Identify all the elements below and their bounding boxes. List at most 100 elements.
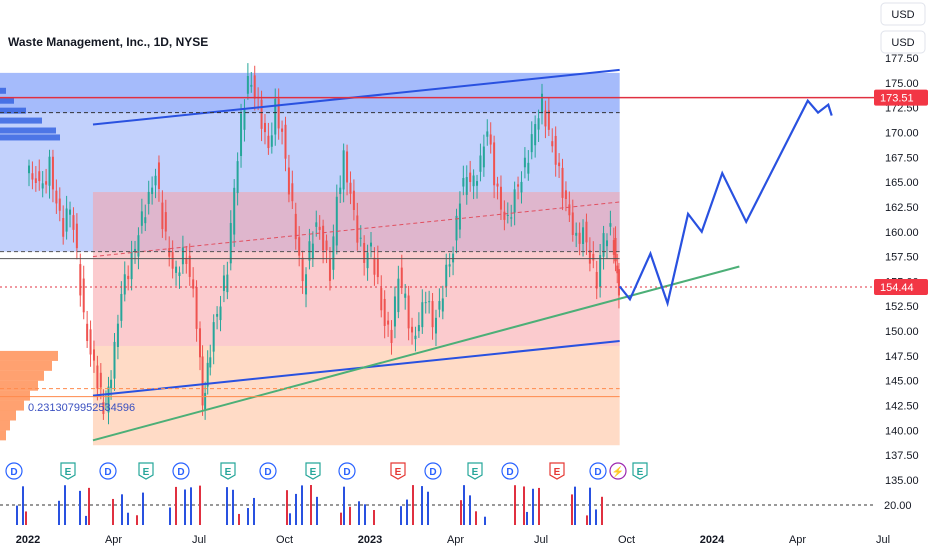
volume-bar [79,490,81,525]
volume-bar [595,509,597,525]
candle-body [315,222,318,227]
candle-body [318,226,321,230]
event-badge-label: D [10,467,17,478]
volume-bar [253,497,255,525]
candle-body [277,98,280,129]
candle-body [243,108,246,130]
candle-body [482,146,485,168]
candle-body [417,325,420,332]
candle-body [462,178,465,187]
candle-body [537,118,540,130]
candle-body [253,75,256,99]
candle-body [472,175,475,187]
candle-body [267,135,270,149]
candle-body [510,217,513,219]
candle-body [523,157,526,168]
candle-body [452,253,455,263]
candle-body [222,275,225,291]
price-axis[interactable]: 177.50 175.00 172.50 170.00 167.50 165.00 162.… [874,53,928,487]
event-badge-label: D [177,467,184,478]
currency-label-axis: USD [891,37,914,49]
event-badge-label: D [594,467,601,478]
event-badge-label: D [429,467,436,478]
candle-body [291,183,294,202]
candle-body [301,257,304,282]
volume-bar [175,486,177,525]
event-badge-label: E [554,467,561,478]
candle-body [322,225,325,251]
candle-body [328,258,331,281]
candle-body [558,162,561,167]
candle-body [270,135,273,147]
candle-body [349,182,352,194]
dividend-badge [589,462,607,480]
candle-body [75,223,78,249]
volume-bar [184,489,186,525]
candle-body [568,204,571,216]
price-tick-label: 177.50 [885,53,919,65]
candle-body [151,187,154,195]
volume-bar [121,494,123,525]
volume-bar [532,488,534,525]
currency-button-top[interactable]: USD [880,2,926,26]
candle-body [325,240,328,251]
candle-body [383,298,386,326]
event-badge-label: D [264,467,271,478]
candle-body [144,217,147,224]
candle-body [393,296,396,327]
volume-bar [538,487,540,525]
volume-bar [421,486,423,525]
candle-body [571,212,574,235]
volume-profile-bar-lower [0,430,6,441]
candle-body [41,183,44,189]
earnings-badge [467,462,483,480]
price-label-text: 173.51 [880,93,914,105]
dividend-badge [5,462,23,480]
event-badge-label: E [225,467,232,478]
candle-body [458,203,461,230]
event-badge-label: D [506,467,513,478]
candle-body [363,242,366,263]
volume-bar [475,511,477,525]
candle-body [185,257,188,264]
candle-body [428,301,431,303]
candle-body [585,221,588,243]
time-axis[interactable]: 2022 Apr Jul Oct 2023 Apr Jul Oct 2024 Apr Jul [16,534,890,546]
candle-body [520,181,523,193]
candle-body [175,266,178,273]
overlays-layer [0,68,875,442]
candle-body [58,198,61,211]
candle-body [31,173,34,180]
volume-bar [199,485,201,525]
volume-bar [523,486,525,525]
volume-bar [310,485,312,525]
candle-body [465,177,468,195]
candle-body [116,323,119,347]
candle-body [137,235,140,257]
currency-button-axis[interactable]: USD [880,30,926,54]
candle-body [424,302,427,304]
candle-body [55,190,58,204]
candle-body [263,122,266,133]
candle-body [212,322,215,352]
candle-body [113,341,116,379]
candle-body [339,187,342,195]
volume-bar [469,495,471,525]
event-badge-label: D [343,467,350,478]
middle-red-zone [92,192,620,346]
volume-profile-bar-lower [0,420,10,431]
candle-body [99,372,102,388]
candle-body [595,271,598,289]
volume-profile-bar-lower [0,390,30,401]
candle-body [233,187,236,235]
volume-bar [316,496,318,525]
candle-body [38,171,41,182]
candle-body [123,274,126,295]
candle-body [195,287,198,329]
event-badge-label: E [637,467,644,478]
candle-body [617,269,620,296]
dividend-badge [501,462,519,480]
volume-bar [238,513,240,525]
